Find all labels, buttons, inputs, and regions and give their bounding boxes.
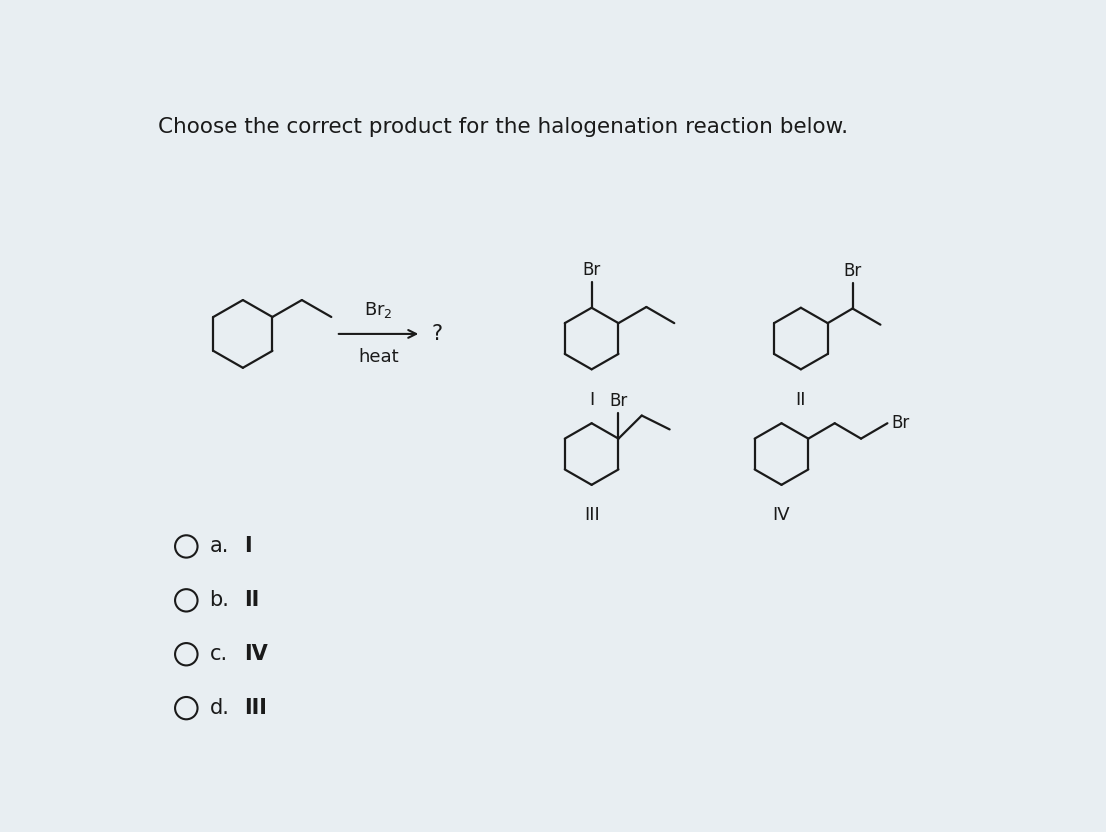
Text: Choose the correct product for the halogenation reaction below.: Choose the correct product for the halog… (158, 116, 848, 136)
Text: III: III (584, 507, 599, 524)
Text: ?: ? (431, 324, 442, 344)
Text: Br: Br (583, 261, 601, 280)
Text: Br: Br (844, 262, 862, 280)
Text: Br: Br (891, 414, 909, 433)
Text: Br: Br (609, 392, 627, 410)
Text: b.: b. (209, 591, 229, 611)
Text: c.: c. (209, 644, 228, 664)
Text: II: II (795, 391, 806, 409)
Text: d.: d. (209, 698, 229, 718)
Text: IV: IV (773, 507, 791, 524)
Text: a.: a. (209, 537, 229, 557)
Text: I: I (244, 537, 252, 557)
Text: II: II (244, 591, 260, 611)
Text: IV: IV (244, 644, 268, 664)
Text: III: III (244, 698, 268, 718)
Text: Br$_2$: Br$_2$ (364, 300, 393, 320)
Text: I: I (589, 391, 594, 409)
Text: heat: heat (358, 348, 399, 366)
